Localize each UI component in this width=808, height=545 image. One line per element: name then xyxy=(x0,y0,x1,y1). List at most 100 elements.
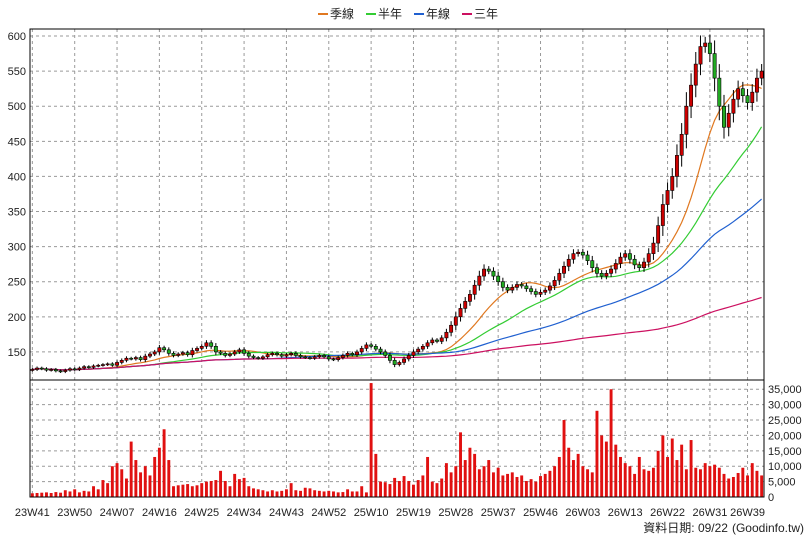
candle-body xyxy=(670,176,675,191)
candle-body xyxy=(190,350,195,356)
candle-body xyxy=(152,351,157,355)
volume-bar xyxy=(247,486,251,497)
volume-bar xyxy=(722,473,726,497)
volume-bar xyxy=(661,435,665,497)
candle-body xyxy=(185,352,190,356)
volume-bar xyxy=(435,483,439,497)
candle-body xyxy=(740,88,745,96)
candle-body xyxy=(44,368,49,371)
candle-body xyxy=(256,357,261,359)
candle-body xyxy=(632,258,637,266)
candle-body xyxy=(195,348,199,351)
candle-body xyxy=(237,349,242,353)
price-tick-label: 150 xyxy=(8,347,26,359)
candle-body xyxy=(703,42,708,47)
price-tick-label: 400 xyxy=(8,171,26,183)
candle-body xyxy=(529,288,534,292)
volume-bar xyxy=(703,463,707,497)
candle-body xyxy=(679,134,684,156)
moving-average-line xyxy=(32,84,762,371)
x-tick-label: 25W28 xyxy=(438,507,473,519)
volume-bar xyxy=(110,466,114,497)
price-tick-label: 600 xyxy=(8,31,26,43)
legend-label: 半年 xyxy=(378,7,402,21)
volume-bar xyxy=(529,479,533,497)
volume-tick-label: 5,000 xyxy=(768,477,796,489)
x-tick-label: 24W43 xyxy=(269,507,304,519)
volume-bar xyxy=(190,486,194,497)
candle-body xyxy=(571,253,576,260)
candle-body xyxy=(378,348,383,353)
candle-body xyxy=(425,342,430,347)
volume-bar xyxy=(482,466,486,497)
volume-bar xyxy=(124,478,128,497)
volume-bar xyxy=(289,483,293,497)
volume-bar xyxy=(623,463,627,497)
volume-bar xyxy=(412,484,415,497)
volume-bar xyxy=(167,460,171,497)
volume-bar xyxy=(689,440,693,497)
volume-bar xyxy=(148,475,152,497)
candle-body xyxy=(265,354,270,358)
candle-body xyxy=(72,368,77,371)
volume-bar xyxy=(360,486,364,497)
volume-bar xyxy=(157,447,161,497)
candle-body xyxy=(717,77,722,107)
candle-body xyxy=(458,308,463,318)
volume-bar xyxy=(82,490,86,497)
candle-body xyxy=(124,357,129,361)
moving-average-line xyxy=(32,296,762,371)
volume-bar xyxy=(548,470,552,497)
x-tick-label: 26W13 xyxy=(608,507,643,519)
volume-bar xyxy=(614,444,618,497)
candle-body xyxy=(364,344,369,349)
candle-body xyxy=(538,291,543,295)
candle-body xyxy=(242,349,247,354)
candle-body xyxy=(435,339,439,342)
candle-body xyxy=(599,272,604,277)
volume-bar xyxy=(237,479,241,497)
x-tick-label: 23W50 xyxy=(57,507,92,519)
volume-bar xyxy=(73,489,77,497)
candle-body xyxy=(585,254,590,261)
price-tick-label: 550 xyxy=(8,66,26,78)
volume-bar xyxy=(727,478,731,497)
volume-bar xyxy=(204,481,208,497)
candle-body xyxy=(496,275,501,283)
candle-body xyxy=(651,242,656,254)
candle-body xyxy=(293,353,298,356)
candle-body xyxy=(519,284,524,287)
volume-bar xyxy=(454,466,458,497)
candle-body xyxy=(618,256,623,264)
candle-body xyxy=(350,353,355,356)
candle-body xyxy=(251,355,256,358)
candle-body xyxy=(580,251,585,256)
volume-bar xyxy=(680,444,684,497)
candle-body xyxy=(472,284,477,295)
volume-bar xyxy=(741,467,745,497)
candle-body xyxy=(383,351,388,356)
volume-tick-label: 15,000 xyxy=(768,446,802,458)
volume-bar xyxy=(553,466,557,497)
candle-body xyxy=(444,331,449,339)
candle-body xyxy=(515,284,519,288)
candle-body xyxy=(148,353,152,357)
candle-body xyxy=(279,354,284,357)
volume-bar xyxy=(303,487,307,497)
candle-body xyxy=(660,204,665,226)
candle-body xyxy=(326,356,331,360)
volume-bar xyxy=(355,491,359,497)
candle-body xyxy=(105,363,110,366)
candle-body xyxy=(613,263,618,270)
candle-body xyxy=(684,105,689,135)
volume-bar xyxy=(30,493,34,497)
footer-prefix: 資料日期: xyxy=(643,521,698,535)
candle-body xyxy=(510,287,515,291)
candle-body xyxy=(754,77,759,93)
volume-bar xyxy=(557,456,561,497)
volume-tick-label: 10,000 xyxy=(768,461,802,473)
candle-body xyxy=(322,355,327,358)
volume-bar xyxy=(327,490,331,497)
volume-bar xyxy=(120,469,124,497)
